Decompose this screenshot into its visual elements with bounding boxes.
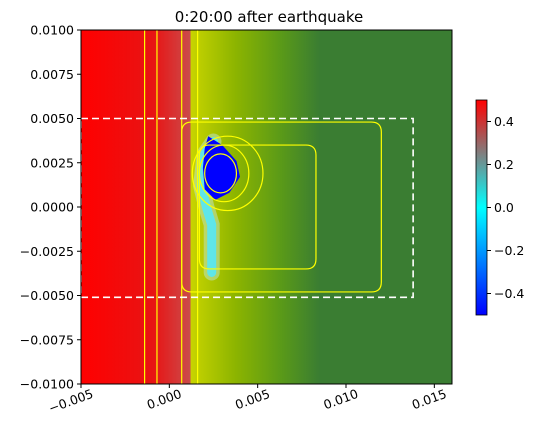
contour-lines (144, 30, 382, 384)
x-axis: −0.005 0.000 0.005 0.010 0.015 (47, 384, 449, 416)
y-tick-label: 0.0025 (30, 155, 74, 170)
contour-ring-0 (204, 153, 238, 194)
y-tick-label: −0.0025 (20, 244, 74, 259)
contour-ring-2 (191, 135, 264, 212)
colorbar-tick-label: −0.4 (494, 286, 524, 301)
colorbar-gradient (475, 99, 488, 316)
y-tick-label: 0.0050 (30, 111, 74, 126)
colorbar-tick-label: 0.2 (494, 157, 514, 172)
x-tick-label: 0.015 (410, 386, 449, 412)
y-tick-label: 0.0075 (30, 67, 74, 82)
plot-area (81, 30, 452, 384)
depression-patch (202, 136, 240, 200)
colorbar: 0.4 0.2 0.0 −0.2 −0.4 (475, 99, 524, 316)
x-tick-label: 0.005 (233, 386, 272, 412)
y-tick-label: −0.0050 (20, 288, 74, 303)
x-tick-label: 0.010 (321, 386, 360, 412)
y-axis: 0.0100 0.0075 0.0050 0.0025 0.0000 −0.0025 −0.… (20, 23, 81, 392)
chart-title: 0:20:00 after earthquake (175, 8, 363, 26)
colorbar-tick-label: 0.0 (494, 200, 514, 215)
y-tick-label: −0.0075 (20, 332, 74, 347)
y-tick-label: −0.0100 (20, 377, 74, 392)
colorbar-tick-label: −0.2 (494, 243, 524, 258)
contour-box-inner (198, 144, 317, 270)
colorbar-tick-label: 0.4 (494, 114, 514, 129)
dashed-region-box (81, 117, 414, 299)
colorbar-ticks: 0.4 0.2 0.0 −0.2 −0.4 (487, 114, 524, 301)
y-tick-label: 0.0100 (30, 23, 74, 38)
contour-box-outer (181, 121, 382, 293)
x-tick-label: 0.000 (145, 386, 184, 412)
y-tick-label: 0.0000 (30, 200, 74, 215)
